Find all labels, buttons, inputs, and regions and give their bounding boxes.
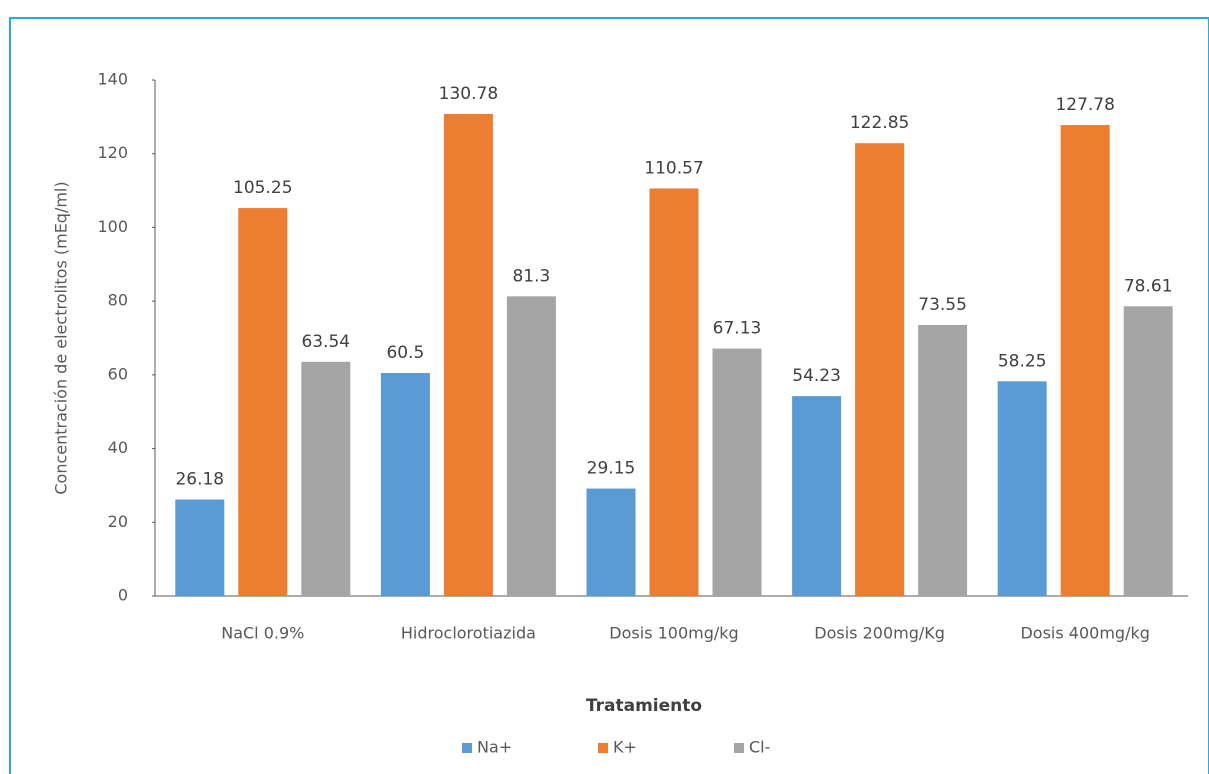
bar (175, 499, 225, 596)
value-label: 105.25 (233, 178, 292, 198)
value-label: 130.78 (439, 84, 498, 104)
value-label: 60.5 (386, 343, 424, 363)
y-tick-label: 100 (97, 217, 128, 236)
x-tick-label: Dosis 100mg/kg (609, 624, 738, 643)
value-label: 110.57 (644, 158, 703, 178)
bar (1060, 125, 1110, 596)
bar (792, 396, 842, 596)
bar (443, 113, 493, 596)
y-tick-label: 60 (108, 364, 128, 383)
legend-swatch (598, 743, 608, 753)
bar (238, 208, 288, 597)
value-label: 81.3 (512, 266, 550, 286)
x-axis-title: Tratamiento (586, 696, 702, 716)
y-tick-label: 120 (97, 143, 128, 162)
value-label: 26.18 (175, 470, 224, 490)
value-label: 78.61 (1124, 276, 1173, 296)
value-label: 54.23 (792, 366, 841, 386)
bar (997, 381, 1047, 596)
legend-label: Na+ (477, 738, 512, 757)
legend-label: K+ (613, 738, 637, 757)
legend-swatch (734, 743, 744, 753)
bar (649, 188, 699, 596)
y-tick-label: 20 (108, 512, 128, 531)
bar (712, 348, 762, 596)
x-tick-label: Dosis 200mg/Kg (814, 624, 945, 643)
x-tick-label: Hidroclorotiazida (401, 624, 536, 643)
y-tick-label: 0 (118, 586, 128, 605)
y-tick-label: 80 (108, 291, 128, 310)
value-label: 73.55 (918, 295, 967, 315)
bar (1123, 306, 1173, 596)
bar (855, 143, 905, 596)
x-tick-label: NaCl 0.9% (221, 624, 304, 643)
y-tick-label: 140 (97, 70, 128, 89)
value-label: 67.13 (713, 319, 762, 339)
value-label: 122.85 (850, 113, 909, 133)
y-tick-label: 40 (108, 438, 128, 457)
value-label: 127.78 (1055, 95, 1114, 115)
bar (301, 361, 351, 596)
legend-label: Cl- (749, 738, 770, 757)
bar (918, 324, 968, 596)
value-label: 63.54 (301, 332, 350, 352)
bar (586, 488, 636, 596)
y-axis-title: Concentración de electrolitos (mEq/ml) (52, 181, 71, 494)
value-label: 29.15 (587, 459, 636, 479)
bar (506, 296, 556, 596)
frame (9, 17, 1209, 774)
legend-swatch (462, 743, 472, 753)
value-label: 58.25 (998, 351, 1047, 371)
bar (380, 373, 430, 596)
x-tick-label: Dosis 400mg/kg (1020, 624, 1149, 643)
